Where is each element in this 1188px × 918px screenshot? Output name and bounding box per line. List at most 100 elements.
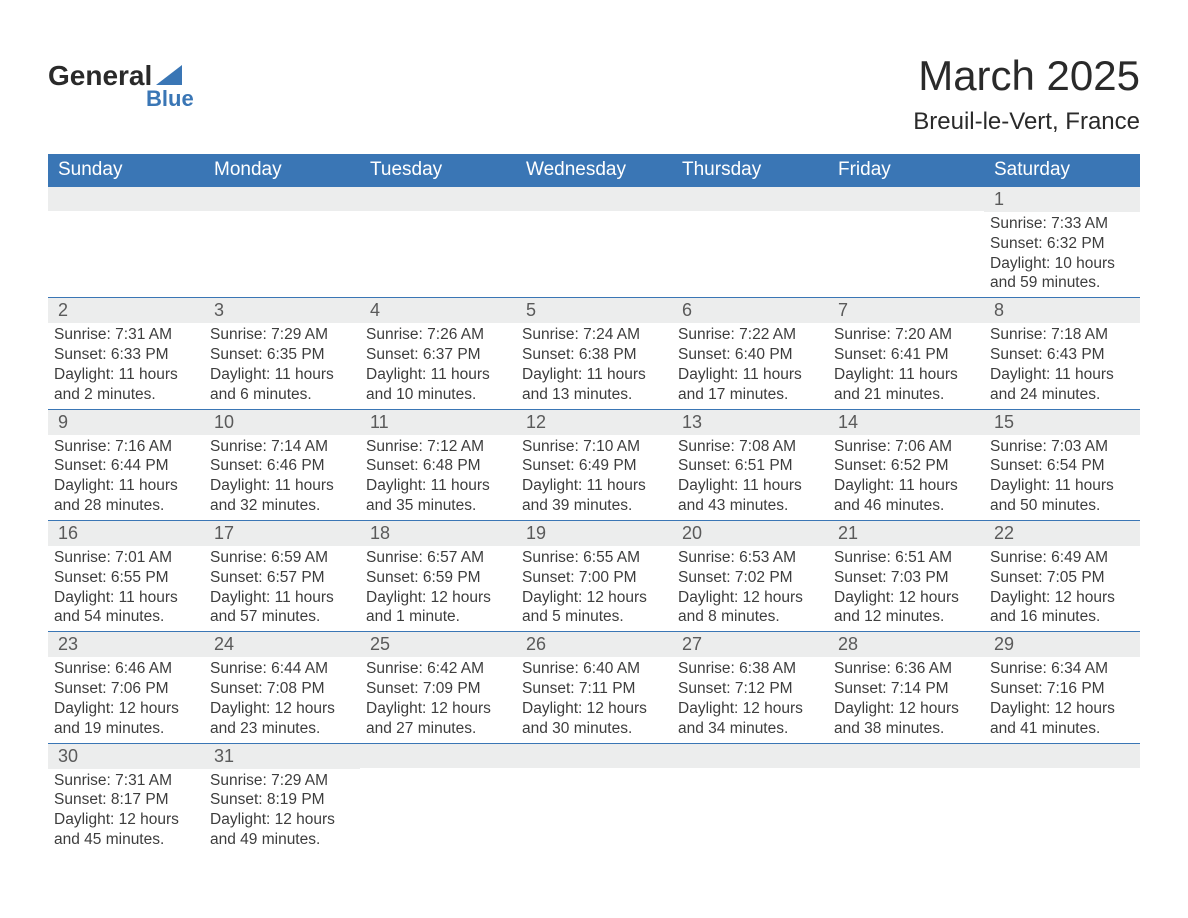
- cell-body: Sunrise: 7:12 AMSunset: 6:48 PMDaylight:…: [360, 435, 516, 520]
- cell-line-sunrise: Sunrise: 7:12 AM: [366, 437, 506, 457]
- cell-line-sunset: Sunset: 6:57 PM: [210, 568, 350, 588]
- cell-body: [516, 211, 672, 217]
- cell-line-day1: Daylight: 11 hours: [678, 365, 818, 385]
- cell-body: Sunrise: 6:36 AMSunset: 7:14 PMDaylight:…: [828, 657, 984, 742]
- cell-line-sunset: Sunset: 7:03 PM: [834, 568, 974, 588]
- calendar-row: 16Sunrise: 7:01 AMSunset: 6:55 PMDayligh…: [48, 520, 1140, 631]
- cell-line-day2: and 50 minutes.: [990, 496, 1130, 516]
- calendar-cell: [48, 187, 204, 298]
- cell-line-day1: Daylight: 11 hours: [366, 365, 506, 385]
- cell-line-day1: Daylight: 12 hours: [522, 699, 662, 719]
- cell-line-sunrise: Sunrise: 6:49 AM: [990, 548, 1130, 568]
- day-number: 22: [984, 521, 1140, 546]
- cell-line-sunrise: Sunrise: 6:55 AM: [522, 548, 662, 568]
- cell-line-sunset: Sunset: 6:54 PM: [990, 456, 1130, 476]
- day-number: 4: [360, 298, 516, 323]
- day-number: [984, 744, 1140, 768]
- cell-body: Sunrise: 6:38 AMSunset: 7:12 PMDaylight:…: [672, 657, 828, 742]
- calendar-row: 30Sunrise: 7:31 AMSunset: 8:17 PMDayligh…: [48, 743, 1140, 854]
- calendar-cell: 20Sunrise: 6:53 AMSunset: 7:02 PMDayligh…: [672, 520, 828, 631]
- day-number: 26: [516, 632, 672, 657]
- cell-line-day1: Daylight: 12 hours: [54, 810, 194, 830]
- cell-body: Sunrise: 6:40 AMSunset: 7:11 PMDaylight:…: [516, 657, 672, 742]
- cell-line-sunset: Sunset: 7:08 PM: [210, 679, 350, 699]
- day-number: [828, 187, 984, 211]
- cell-line-day1: Daylight: 11 hours: [990, 365, 1130, 385]
- cell-line-day2: and 38 minutes.: [834, 719, 974, 739]
- day-number: 14: [828, 410, 984, 435]
- cell-line-day1: Daylight: 12 hours: [366, 699, 506, 719]
- cell-body: Sunrise: 7:24 AMSunset: 6:38 PMDaylight:…: [516, 323, 672, 408]
- cell-line-day1: Daylight: 12 hours: [678, 699, 818, 719]
- day-number: 7: [828, 298, 984, 323]
- cell-line-day2: and 27 minutes.: [366, 719, 506, 739]
- cell-body: Sunrise: 7:33 AMSunset: 6:32 PMDaylight:…: [984, 212, 1140, 297]
- calendar-cell: [984, 743, 1140, 854]
- calendar-cell: 21Sunrise: 6:51 AMSunset: 7:03 PMDayligh…: [828, 520, 984, 631]
- cell-body: Sunrise: 7:22 AMSunset: 6:40 PMDaylight:…: [672, 323, 828, 408]
- cell-line-sunrise: Sunrise: 7:31 AM: [54, 771, 194, 791]
- cell-line-sunrise: Sunrise: 6:57 AM: [366, 548, 506, 568]
- cell-line-sunset: Sunset: 6:51 PM: [678, 456, 818, 476]
- cell-body: Sunrise: 6:51 AMSunset: 7:03 PMDaylight:…: [828, 546, 984, 631]
- calendar-cell: 3Sunrise: 7:29 AMSunset: 6:35 PMDaylight…: [204, 298, 360, 409]
- cell-body: [360, 211, 516, 217]
- cell-line-sunrise: Sunrise: 7:33 AM: [990, 214, 1130, 234]
- cell-line-day1: Daylight: 12 hours: [210, 810, 350, 830]
- day-number: [516, 187, 672, 211]
- calendar-cell: 5Sunrise: 7:24 AMSunset: 6:38 PMDaylight…: [516, 298, 672, 409]
- calendar-table: SundayMondayTuesdayWednesdayThursdayFrid…: [48, 154, 1140, 854]
- calendar-cell: [516, 187, 672, 298]
- cell-body: [672, 211, 828, 217]
- cell-body: Sunrise: 6:57 AMSunset: 6:59 PMDaylight:…: [360, 546, 516, 631]
- calendar-cell: 7Sunrise: 7:20 AMSunset: 6:41 PMDaylight…: [828, 298, 984, 409]
- day-number: 1: [984, 187, 1140, 212]
- cell-line-day2: and 46 minutes.: [834, 496, 974, 516]
- day-number: 23: [48, 632, 204, 657]
- cell-line-sunset: Sunset: 6:44 PM: [54, 456, 194, 476]
- calendar-cell: 25Sunrise: 6:42 AMSunset: 7:09 PMDayligh…: [360, 632, 516, 743]
- calendar-cell: [360, 187, 516, 298]
- cell-line-day2: and 16 minutes.: [990, 607, 1130, 627]
- cell-line-day1: Daylight: 11 hours: [834, 476, 974, 496]
- header: General Blue March 2025 Breuil-le-Vert, …: [48, 30, 1140, 136]
- day-number: 16: [48, 521, 204, 546]
- calendar-cell: [516, 743, 672, 854]
- cell-body: Sunrise: 6:49 AMSunset: 7:05 PMDaylight:…: [984, 546, 1140, 631]
- cell-line-sunrise: Sunrise: 7:14 AM: [210, 437, 350, 457]
- calendar-cell: [828, 743, 984, 854]
- cell-body: [516, 768, 672, 774]
- weekday-header-row: SundayMondayTuesdayWednesdayThursdayFrid…: [48, 154, 1140, 187]
- calendar-cell: 14Sunrise: 7:06 AMSunset: 6:52 PMDayligh…: [828, 409, 984, 520]
- cell-line-sunrise: Sunrise: 7:16 AM: [54, 437, 194, 457]
- cell-line-day2: and 43 minutes.: [678, 496, 818, 516]
- cell-line-sunrise: Sunrise: 6:34 AM: [990, 659, 1130, 679]
- cell-line-sunrise: Sunrise: 7:18 AM: [990, 325, 1130, 345]
- calendar-cell: 1Sunrise: 7:33 AMSunset: 6:32 PMDaylight…: [984, 187, 1140, 298]
- cell-body: Sunrise: 6:55 AMSunset: 7:00 PMDaylight:…: [516, 546, 672, 631]
- day-number: 28: [828, 632, 984, 657]
- cell-line-day2: and 34 minutes.: [678, 719, 818, 739]
- weekday-header: Tuesday: [360, 154, 516, 187]
- calendar-cell: 23Sunrise: 6:46 AMSunset: 7:06 PMDayligh…: [48, 632, 204, 743]
- calendar-row: 9Sunrise: 7:16 AMSunset: 6:44 PM Daylight…: [48, 409, 1140, 520]
- day-number: 9: [48, 410, 204, 435]
- cell-line-sunset: Sunset: 7:09 PM: [366, 679, 506, 699]
- day-number: [516, 744, 672, 768]
- cell-line-day2: and 35 minutes.: [366, 496, 506, 516]
- calendar-cell: 29Sunrise: 6:34 AMSunset: 7:16 PMDayligh…: [984, 632, 1140, 743]
- day-number: 17: [204, 521, 360, 546]
- cell-body: Sunrise: 6:44 AMSunset: 7:08 PMDaylight:…: [204, 657, 360, 742]
- calendar-cell: 17Sunrise: 6:59 AMSunset: 6:57 PMDayligh…: [204, 520, 360, 631]
- day-number: 11: [360, 410, 516, 435]
- cell-line-sunrise: Sunrise: 7:26 AM: [366, 325, 506, 345]
- cell-line-day2: and 21 minutes.: [834, 385, 974, 405]
- cell-line-day2: and 13 minutes.: [522, 385, 662, 405]
- calendar-row: 1Sunrise: 7:33 AMSunset: 6:32 PMDaylight…: [48, 187, 1140, 298]
- cell-line-day2: and 2 minutes.: [54, 385, 194, 405]
- cell-line-sunset: Sunset: 7:00 PM: [522, 568, 662, 588]
- cell-line-day1: Daylight: 12 hours: [522, 588, 662, 608]
- logo-word2: Blue: [146, 86, 194, 112]
- day-number: [204, 187, 360, 211]
- cell-line-sunset: Sunset: 7:05 PM: [990, 568, 1130, 588]
